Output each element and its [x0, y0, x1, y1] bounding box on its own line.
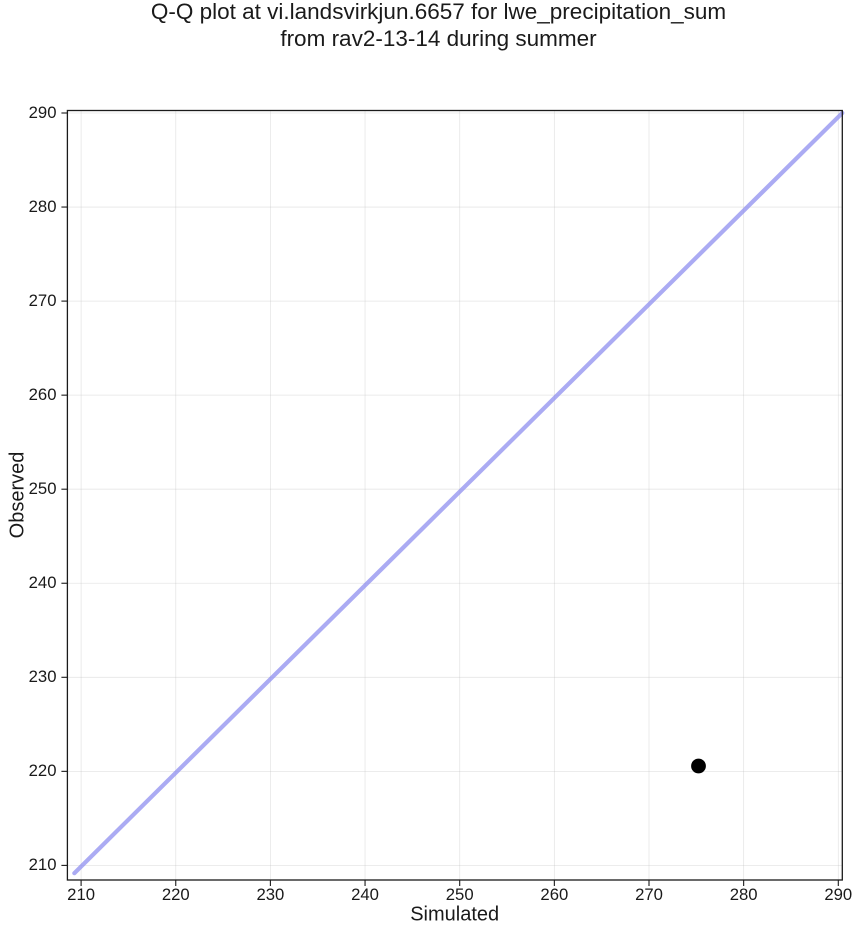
- svg-text:290: 290: [824, 885, 852, 904]
- svg-text:210: 210: [67, 885, 95, 904]
- svg-text:280: 280: [29, 197, 57, 216]
- svg-text:250: 250: [446, 885, 474, 904]
- svg-text:230: 230: [29, 667, 57, 686]
- svg-text:240: 240: [351, 885, 379, 904]
- svg-text:290: 290: [29, 103, 57, 122]
- svg-text:230: 230: [256, 885, 284, 904]
- svg-text:220: 220: [29, 761, 57, 780]
- svg-text:210: 210: [29, 855, 57, 874]
- svg-text:280: 280: [730, 885, 758, 904]
- svg-text:260: 260: [540, 885, 568, 904]
- svg-text:240: 240: [29, 573, 57, 592]
- svg-text:220: 220: [162, 885, 190, 904]
- svg-text:260: 260: [29, 385, 57, 404]
- svg-text:250: 250: [29, 479, 57, 498]
- svg-text:270: 270: [635, 885, 663, 904]
- svg-text:270: 270: [29, 291, 57, 310]
